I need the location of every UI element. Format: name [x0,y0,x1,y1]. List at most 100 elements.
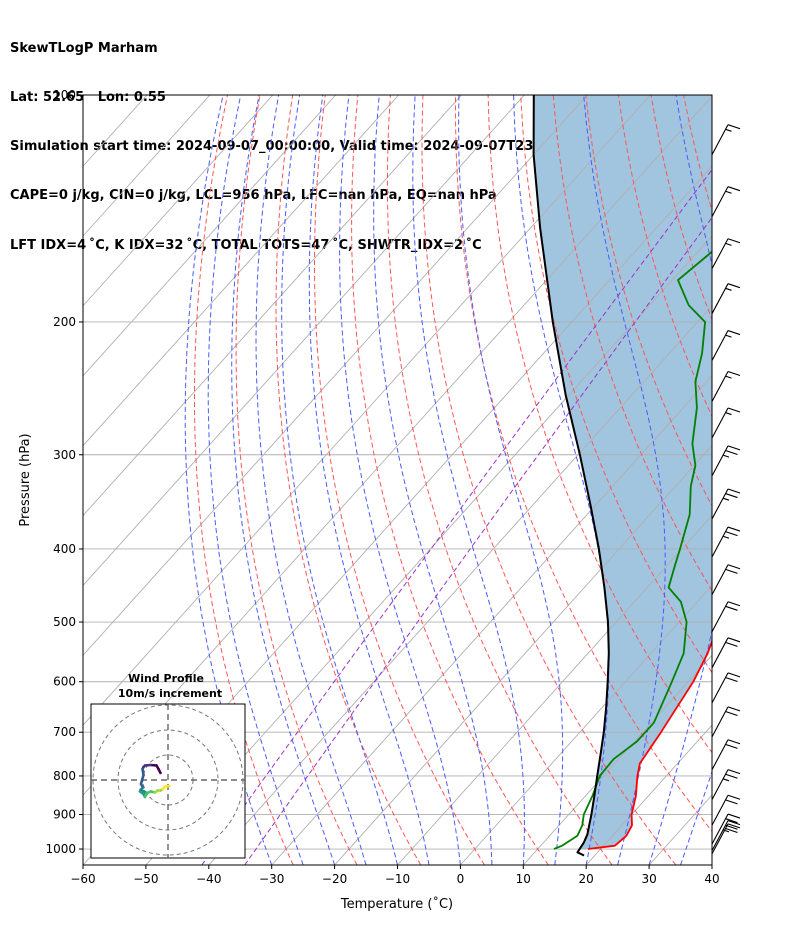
wind-barb-flag [727,330,741,336]
x-tick-label: −10 [385,872,410,886]
inset-subtitle: 10m/s increment [118,687,222,700]
isotherm [208,305,712,865]
moist-adiabat [231,95,336,865]
parcel-path-line [532,95,610,857]
y-tick-label: 300 [53,448,76,462]
skewed-isotherms [83,95,712,865]
isotherm [83,95,462,517]
y-tick-label: 800 [53,769,76,783]
dry-adiabat [749,95,794,865]
wind-barb-staff [711,813,729,845]
dry-adiabat [421,95,677,865]
dry-adiabat [585,95,712,507]
wind-barb-flag [727,488,741,494]
title-line-location: Lat: 52.65 Lon: 0.55 [10,90,166,106]
moist-adiabat [680,770,712,865]
wind-barb-staff [711,769,729,800]
dry-adiabat [313,95,485,865]
moist-adiabat [583,95,666,865]
wind-barb [711,820,741,851]
moist-adiabat [458,95,564,865]
wind-barb-half-flag [722,829,730,833]
y-tick-label: 500 [53,615,76,629]
dry-adiabat [275,95,422,865]
wind-barb-flag [727,769,741,775]
moist-adiabat [648,95,712,865]
x-tick-label: 30 [641,872,656,886]
wind-barb [711,371,741,402]
wind-barb [711,601,741,632]
isotherm [83,95,274,307]
x-tick-label: −50 [133,872,158,886]
wind-barb-flag [727,813,741,819]
wind-barb-staff [711,526,729,558]
wind-barb-flag [727,637,741,643]
wind-barb-flag [725,568,738,574]
wind-barb-flag [727,672,741,678]
wind-barb-flag [727,823,741,829]
wind-barb-staff [711,601,729,632]
wind-barb-flag [725,827,738,834]
wind-barb-staff [711,238,729,270]
wind-barb-half-flag [725,375,732,379]
wind-barb-staff [711,283,729,314]
isotherm [271,375,712,865]
isotherm [711,864,712,865]
wind-barb-staff [711,445,729,477]
isotherm [83,95,211,237]
moist-adiabat [255,95,367,865]
isotherm [83,95,651,726]
wind-barb-flag [725,710,738,716]
y-tick-label: 700 [53,725,76,739]
wind-barb-staff [711,186,729,217]
x-tick-label: −40 [196,872,221,886]
hodograph-segment [139,773,145,786]
dry-adiabat [455,95,712,832]
wind-barb-half-flag [722,778,730,782]
cape-cin-fill [533,95,712,849]
isotherm [460,584,712,865]
wind-barb-staff [711,330,729,361]
wind-barb-flag [725,493,738,499]
wind-barb-staff [711,820,729,851]
dry-adiabat [235,95,358,865]
dry-adiabat [781,95,794,865]
wind-barb [711,238,741,270]
wind-barb-flag [727,564,741,570]
wind-barb-flag [725,531,738,537]
isotherm [83,95,588,657]
y-tick-label: 400 [53,542,76,556]
wind-barb [711,637,741,669]
wind-barb-flag [727,371,741,377]
isotherm [522,654,712,865]
wind-barb-flag [725,743,738,749]
isotherm [585,724,712,865]
mixing-ratio-line [244,216,712,865]
wind-barb [711,445,741,477]
wind-barb-staff [711,124,729,155]
moist-adiabat [281,95,398,865]
dry-adiabat [351,95,549,865]
title-line-indices: LFT IDX=4 ˚C, K IDX=32 ˚C, TOTAL TOTS=47… [10,237,482,253]
wind-barb [711,769,741,800]
wind-barb-staff [711,739,729,771]
moist-adiabat [513,95,610,865]
x-tick-label: 20 [579,872,594,886]
wind-barb [711,813,741,845]
wind-barb [711,124,741,155]
wind-barb [711,186,741,217]
x-tick-label: 0 [457,872,465,886]
wind-barb-half-flag [725,190,732,194]
wind-barb-flag [725,449,738,456]
wind-barb-staff [711,706,729,738]
wind-barb-half-flag [725,287,732,291]
wind-barb [711,706,741,738]
wind-barb-flag [727,526,741,532]
wind-barb-flag [727,820,741,826]
wind-barb-half-flag [725,128,732,132]
wind-barb-flag [727,186,741,192]
wind-barb-staff [711,407,729,439]
temperature-line [587,638,712,850]
x-tick-label: 40 [704,872,719,886]
